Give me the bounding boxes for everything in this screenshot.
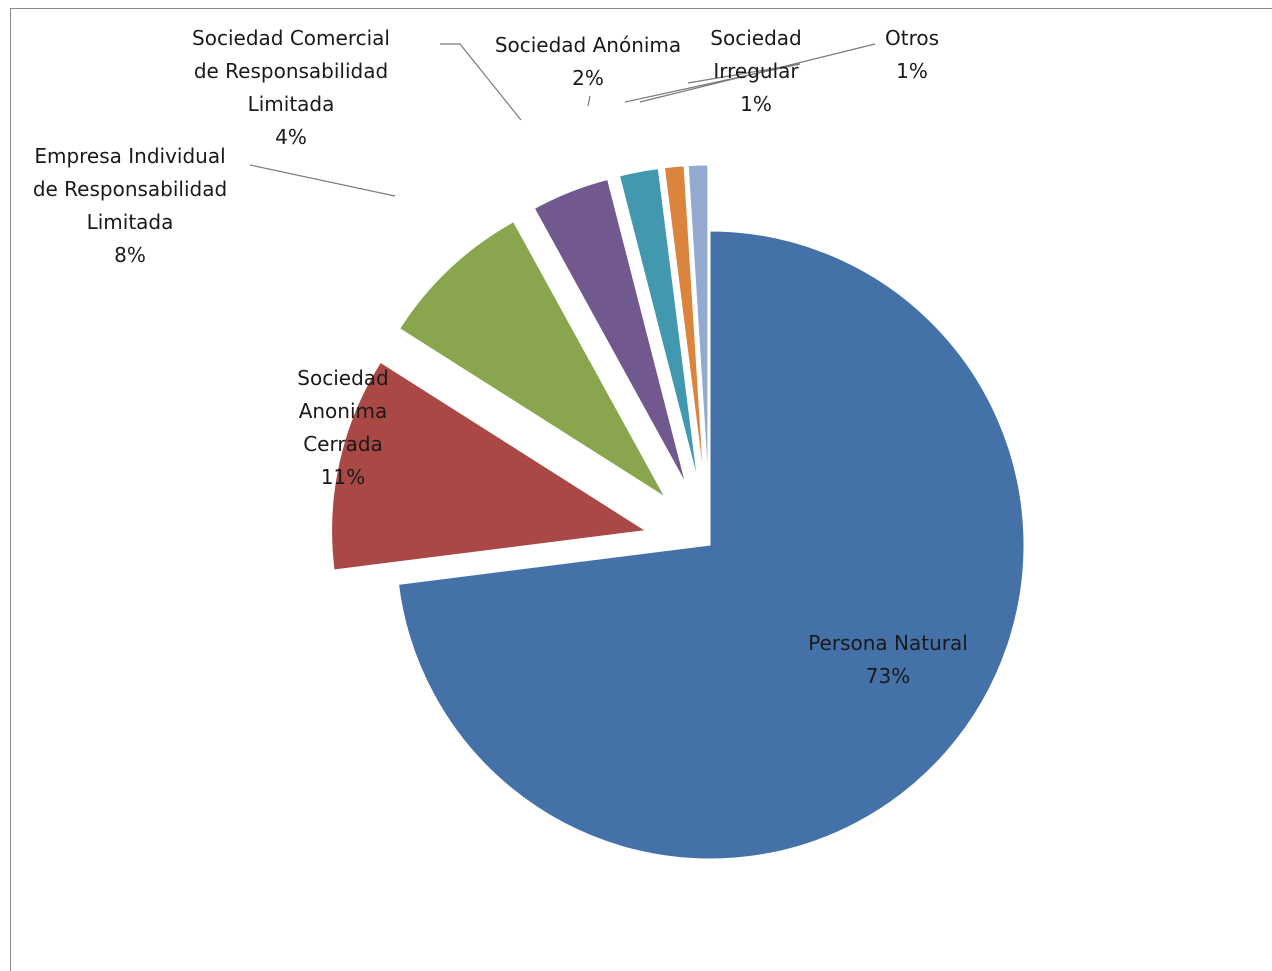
leader-line-empresa-individual-de-responsabilidad-limitada	[249, 164, 396, 197]
slice-percent-sociedad-anonima-cerrada: 11%	[321, 465, 365, 489]
slice-percent-otros: 1%	[896, 59, 928, 83]
slice-label-line-sociedad-comercial-de-responsabilidad-limitada: Sociedad Comercial	[192, 26, 390, 50]
slice-label-line-sociedad-irregular: Sociedad	[710, 26, 801, 50]
slice-label-sociedad-irregular: Sociedad Irregular 1%	[710, 26, 801, 116]
slice-percent-empresa-individual-de-responsabilidad-limitada: 8%	[114, 243, 146, 267]
slice-label-sociedad-anonima: Sociedad Anónima 2%	[495, 33, 681, 90]
slice-label-line-sociedad-comercial-de-responsabilidad-limitada: Limitada	[248, 92, 335, 116]
leader-line-otros	[639, 43, 876, 103]
slice-percent-sociedad-anonima: 2%	[572, 66, 604, 90]
pie-slice-empresa-individual-de-responsabilidad-limitada	[399, 221, 666, 498]
slice-label-line-sociedad-anonima: Sociedad Anónima	[495, 33, 681, 57]
slice-label-line-persona-natural: Persona Natural	[808, 631, 968, 655]
leader-line-sociedad-comercial-de-responsabilidad-limitada	[440, 43, 522, 121]
slice-label-line-sociedad-anonima-cerrada: Cerrada	[303, 432, 383, 456]
slice-label-line-otros: Otros	[885, 26, 939, 50]
pie-slice-otros	[687, 164, 709, 480]
slice-label-otros: Otros 1%	[885, 26, 939, 83]
slice-label-line-sociedad-anonima-cerrada: Anonima	[299, 399, 388, 423]
pie-slice-sociedad-irregular	[663, 165, 705, 480]
slice-percent-persona-natural: 73%	[866, 664, 910, 688]
pie-slice-sociedad-anonima	[618, 168, 699, 481]
slice-label-line-sociedad-comercial-de-responsabilidad-limitada: de Responsabilidad	[194, 59, 388, 83]
chart-frame	[10, 8, 1272, 971]
pie-slice-sociedad-comercial-de-responsabilidad-limitada	[533, 178, 687, 484]
leader-line-sociedad-anonima	[587, 95, 591, 107]
slice-label-line-empresa-individual-de-responsabilidad-limitada: Limitada	[87, 210, 174, 234]
pie-slice-sociedad-anonima-cerrada	[331, 361, 648, 571]
slice-label-persona-natural: Persona Natural 73%	[808, 631, 968, 688]
slice-label-line-empresa-individual-de-responsabilidad-limitada: de Responsabilidad	[33, 177, 227, 201]
slice-percent-sociedad-irregular: 1%	[740, 92, 772, 116]
slice-label-line-empresa-individual-de-responsabilidad-limitada: Empresa Individual	[34, 144, 225, 168]
pie-slice-persona-natural	[397, 230, 1025, 860]
leader-line-sociedad-irregular	[624, 63, 801, 103]
slice-percent-sociedad-comercial-de-responsabilidad-limitada: 4%	[275, 125, 307, 149]
slice-label-empresa-individual-de-responsabilidad-limitada: Empresa Individual de Responsabilidad Limi…	[33, 144, 227, 267]
slice-label-sociedad-comercial-de-responsabilidad-limitada: Sociedad Comercial de Responsabilidad Limi…	[192, 26, 390, 149]
slice-label-sociedad-anonima-cerrada: Sociedad Anonima Cerrada 11%	[297, 366, 388, 489]
slice-label-line-sociedad-irregular: Irregular	[713, 59, 799, 83]
slice-label-line-sociedad-anonima-cerrada: Sociedad	[297, 366, 388, 390]
